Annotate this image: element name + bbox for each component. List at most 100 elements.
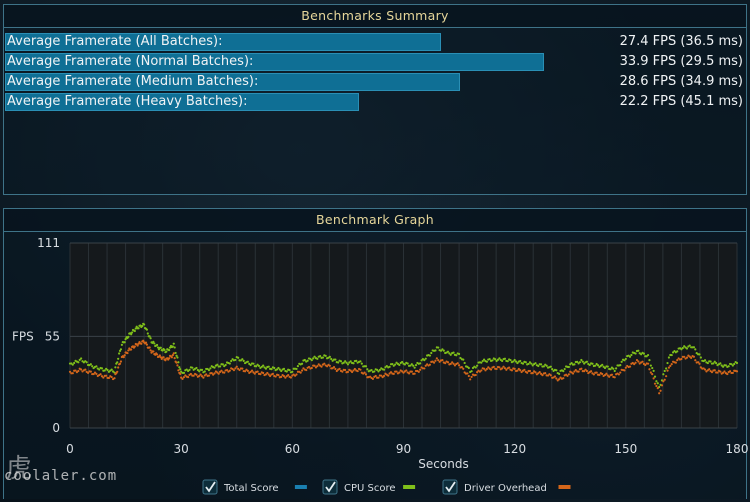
data-point	[730, 363, 733, 366]
data-point	[262, 371, 265, 375]
summary-rows: Average Framerate (All Batches): 27.4 FP…	[4, 28, 746, 112]
data-point	[364, 373, 368, 376]
data-point	[250, 369, 254, 372]
data-point	[498, 366, 501, 369]
data-point	[371, 377, 375, 380]
data-point	[663, 369, 666, 373]
fps-bar-all	[5, 33, 441, 51]
data-point	[320, 365, 323, 368]
data-point	[185, 368, 188, 371]
data-point	[334, 367, 337, 371]
data-point	[323, 362, 326, 365]
data-point	[334, 358, 337, 361]
data-point	[267, 373, 270, 376]
data-point	[310, 359, 313, 362]
data-point	[553, 375, 557, 378]
checkmark-icon	[205, 481, 216, 493]
data-point	[652, 369, 655, 372]
data-point	[635, 358, 639, 362]
data-point	[232, 369, 236, 372]
data-point	[246, 369, 249, 372]
data-point	[585, 369, 589, 373]
summary-value: 27.4 FPS (36.5 ms)	[619, 34, 743, 49]
data-point	[179, 368, 182, 371]
data-point	[200, 375, 204, 378]
data-point	[127, 349, 130, 352]
data-point	[534, 371, 537, 374]
data-point	[508, 366, 511, 369]
data-point	[646, 353, 650, 357]
data-point	[698, 362, 701, 365]
data-point	[558, 378, 561, 381]
watermark-text: coolaler.com	[4, 468, 118, 484]
data-point	[243, 370, 247, 373]
data-point	[359, 360, 362, 363]
data-point	[588, 363, 591, 367]
data-point	[84, 368, 87, 371]
data-point	[205, 373, 208, 376]
data-point	[492, 365, 495, 368]
data-point	[538, 370, 541, 374]
data-point	[136, 344, 139, 347]
summary-label: Average Framerate (All Batches):	[7, 34, 223, 49]
data-point	[282, 375, 286, 378]
data-point	[130, 333, 133, 336]
summary-label: Average Framerate (Heavy Batches):	[7, 94, 248, 109]
data-point	[218, 365, 222, 368]
data-point	[573, 370, 576, 373]
data-point	[610, 373, 614, 376]
data-point	[712, 362, 715, 365]
data-point	[388, 372, 391, 375]
data-point	[122, 356, 125, 359]
data-point	[307, 365, 311, 369]
data-point	[656, 382, 659, 385]
data-point	[509, 358, 512, 362]
data-point	[444, 362, 447, 365]
data-point	[73, 361, 76, 365]
data-point	[470, 370, 473, 373]
data-point	[619, 371, 622, 374]
data-point	[660, 384, 664, 387]
data-point	[137, 327, 140, 330]
data-point	[271, 372, 274, 375]
data-point	[385, 364, 388, 368]
data-point	[709, 360, 712, 363]
summary-title: Benchmarks Summary	[4, 5, 746, 28]
data-point	[165, 350, 168, 353]
data-point	[594, 364, 597, 367]
data-point	[581, 360, 584, 363]
data-point	[71, 372, 74, 375]
data-point	[295, 373, 298, 376]
summary-value: 33.9 FPS (29.5 ms)	[619, 54, 743, 69]
data-point	[153, 342, 156, 345]
data-point	[168, 357, 171, 360]
data-point	[624, 357, 627, 361]
summary-value: 22.2 FPS (45.1 ms)	[619, 94, 743, 109]
data-point	[349, 369, 352, 372]
data-point	[434, 349, 437, 352]
data-point	[188, 368, 191, 371]
data-point	[434, 359, 437, 362]
data-point	[80, 357, 83, 360]
data-point	[585, 360, 589, 363]
data-point	[145, 343, 148, 346]
data-point	[159, 356, 162, 359]
data-point	[406, 362, 409, 365]
data-point	[489, 368, 493, 371]
data-point	[278, 368, 281, 371]
data-point	[310, 366, 313, 370]
data-point	[648, 359, 651, 362]
data-point	[698, 353, 701, 356]
data-point	[99, 373, 102, 376]
data-point	[615, 367, 618, 370]
data-point	[155, 353, 159, 356]
data-point	[713, 369, 716, 372]
data-point	[375, 368, 379, 371]
data-point	[389, 371, 393, 374]
x-tick-label: 150	[614, 442, 637, 456]
data-point	[699, 356, 702, 359]
data-point	[164, 359, 167, 362]
data-point	[506, 360, 509, 363]
data-point	[723, 370, 726, 373]
data-point	[305, 368, 308, 372]
